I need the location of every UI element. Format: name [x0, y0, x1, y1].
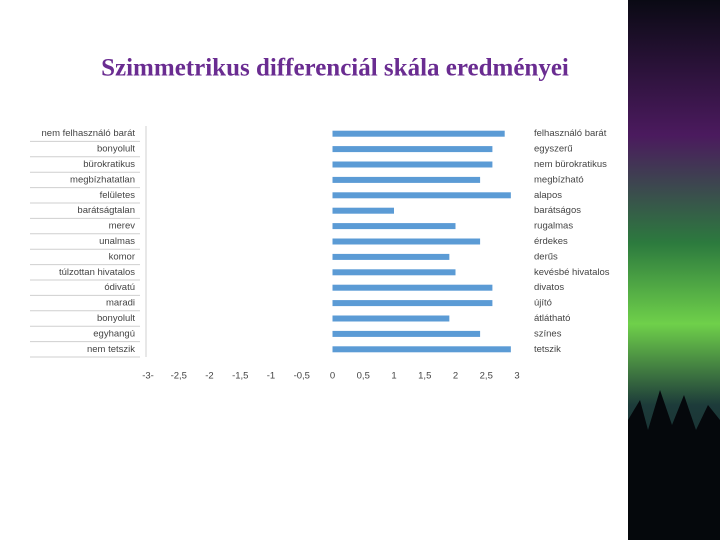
x-tick-label: -0,5	[294, 371, 310, 382]
right-label: divatos	[534, 282, 564, 293]
x-tick-label: -1	[267, 371, 275, 382]
x-tick-label: 1,5	[418, 371, 431, 382]
left-label: barátságtalan	[77, 205, 135, 216]
x-tick-label: -2	[205, 371, 213, 382]
bar	[332, 315, 450, 322]
right-label: megbízható	[534, 174, 584, 185]
left-label: nem felhasználó barát	[42, 128, 136, 139]
bar	[332, 346, 511, 353]
bar	[332, 207, 394, 214]
left-label: felületes	[100, 190, 136, 201]
bar	[332, 330, 481, 337]
right-label: rugalmas	[534, 221, 573, 232]
left-label: nem tetszik	[87, 344, 135, 355]
left-label: megbízhatatlan	[70, 174, 135, 185]
left-label: ódivatú	[104, 282, 135, 293]
left-label: unalmas	[99, 236, 135, 247]
left-label: túlzottan hivatalos	[59, 267, 135, 278]
left-label: egyhangú	[93, 328, 135, 339]
left-label: komor	[109, 251, 135, 262]
right-label: tetszik	[534, 344, 561, 355]
bar	[332, 223, 456, 230]
right-label: barátságos	[534, 205, 581, 216]
x-tick-label: 0	[330, 371, 335, 382]
tree-silhouette	[628, 390, 720, 540]
bar	[332, 269, 456, 276]
bar	[332, 176, 481, 183]
right-label: kevésbé hivatalos	[534, 267, 610, 278]
x-tick-label: 2,5	[480, 371, 493, 382]
x-tick-label: -3-	[142, 371, 154, 382]
left-label: bürokratikus	[83, 159, 135, 170]
right-label: érdekes	[534, 236, 568, 247]
bar	[332, 238, 481, 245]
left-label: merev	[109, 221, 136, 232]
left-label: bonyolult	[97, 144, 135, 155]
bar	[332, 253, 450, 260]
right-label: derűs	[534, 251, 558, 262]
right-label: alapos	[534, 190, 562, 201]
bar	[332, 161, 493, 168]
right-label: nem bürokratikus	[534, 159, 607, 170]
left-label: bonyolult	[97, 313, 135, 324]
bar	[332, 146, 493, 153]
bar	[332, 300, 493, 307]
bar	[332, 192, 511, 199]
bar	[332, 284, 493, 291]
chart-title: Szimmetrikus differenciál skála eredmény…	[101, 55, 569, 82]
left-label: maradi	[106, 298, 135, 309]
right-label: egyszerű	[534, 144, 573, 155]
bar	[332, 130, 505, 137]
right-label: újító	[534, 298, 552, 309]
right-label: felhasználó barát	[534, 128, 607, 139]
x-tick-label: 0,5	[357, 371, 370, 382]
x-tick-label: 2	[453, 371, 458, 382]
x-tick-label: -2,5	[171, 371, 187, 382]
x-tick-label: -1,5	[232, 371, 248, 382]
right-label: színes	[534, 328, 562, 339]
x-tick-label: 3	[514, 371, 519, 382]
right-label: átlátható	[534, 313, 570, 324]
x-tick-label: 1	[391, 371, 396, 382]
